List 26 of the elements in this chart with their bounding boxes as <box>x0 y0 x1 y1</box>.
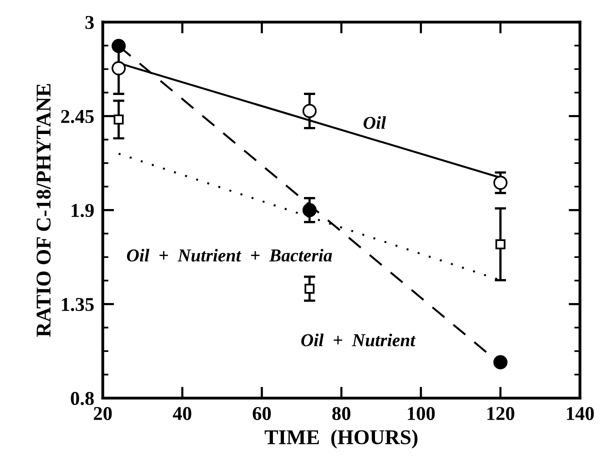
point <box>304 284 315 294</box>
y-tick-label: 2.45 <box>61 110 94 124</box>
y-tick-label: 0.8 <box>70 392 94 406</box>
x-tick-label: 140 <box>566 406 594 420</box>
point <box>493 355 508 370</box>
point <box>495 239 506 250</box>
point <box>493 176 508 190</box>
series-label: Oil <box>364 116 386 129</box>
point <box>114 114 124 125</box>
x-tick-label: 40 <box>172 406 192 420</box>
x-tick-label: 120 <box>487 406 514 420</box>
point <box>302 203 317 218</box>
y-tick-label: 3 <box>85 16 94 30</box>
x-tick-label: 100 <box>408 406 435 420</box>
y-axis-title: RATIO OF C-18/PHYTANE <box>36 84 51 337</box>
x-axis-title: TIME (HOURS) <box>264 430 418 449</box>
y-tick-label: 1.9 <box>72 204 94 218</box>
x-tick-label: 60 <box>252 406 271 420</box>
x-tick-label: 80 <box>332 406 350 420</box>
y-tick-label: 1.35 <box>62 298 94 312</box>
series-label: Oil + Nutrient <box>301 334 416 346</box>
point <box>302 104 317 118</box>
series-label: Oil + Nutrient + Bacteria <box>126 248 332 262</box>
point <box>112 38 126 54</box>
point <box>112 61 126 76</box>
x-tick-label: 20 <box>94 406 112 420</box>
